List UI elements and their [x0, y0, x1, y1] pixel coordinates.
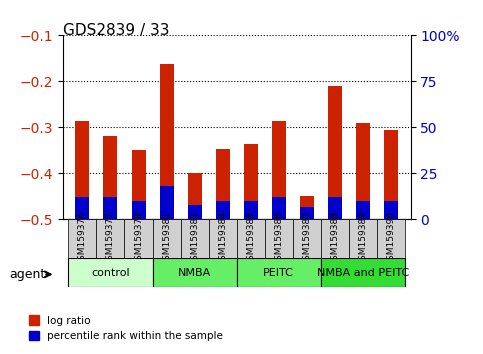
Legend: log ratio, percentile rank within the sample: log ratio, percentile rank within the sa… [25, 311, 227, 345]
Text: GSM159387: GSM159387 [302, 211, 311, 267]
Text: control: control [91, 268, 130, 278]
Text: agent: agent [10, 268, 46, 281]
Text: GSM159390: GSM159390 [386, 211, 396, 267]
Text: GSM159385: GSM159385 [246, 211, 255, 267]
FancyBboxPatch shape [153, 258, 237, 287]
FancyBboxPatch shape [237, 258, 321, 287]
Bar [384, 201, 398, 219]
Bar [300, 196, 314, 219]
Bar [131, 149, 145, 219]
Text: NMBA: NMBA [178, 268, 211, 278]
FancyBboxPatch shape [265, 219, 293, 258]
Text: GSM159378: GSM159378 [134, 211, 143, 267]
Bar [272, 198, 286, 219]
FancyBboxPatch shape [69, 258, 153, 287]
Text: GSM159377: GSM159377 [106, 211, 115, 267]
Bar [131, 201, 145, 219]
FancyBboxPatch shape [321, 258, 405, 287]
Bar [244, 201, 258, 219]
Bar [300, 207, 314, 219]
Bar [187, 205, 201, 219]
Text: GSM159381: GSM159381 [162, 211, 171, 267]
FancyBboxPatch shape [181, 219, 209, 258]
FancyBboxPatch shape [237, 219, 265, 258]
Bar [187, 173, 201, 219]
FancyBboxPatch shape [209, 219, 237, 258]
Text: GSM159383: GSM159383 [190, 211, 199, 267]
Bar [215, 201, 229, 219]
Bar [215, 149, 229, 219]
FancyBboxPatch shape [153, 219, 181, 258]
FancyBboxPatch shape [349, 219, 377, 258]
Bar [328, 86, 342, 219]
Bar [356, 201, 370, 219]
Text: GSM159388: GSM159388 [330, 211, 340, 267]
Text: GSM159384: GSM159384 [218, 211, 227, 267]
Bar [159, 186, 173, 219]
Text: NMBA and PEITC: NMBA and PEITC [317, 268, 409, 278]
Text: GSM159376: GSM159376 [78, 211, 87, 267]
Text: GDS2839 / 33: GDS2839 / 33 [63, 23, 169, 38]
Text: PEITC: PEITC [263, 268, 294, 278]
Bar [159, 64, 173, 219]
FancyBboxPatch shape [321, 219, 349, 258]
FancyBboxPatch shape [69, 219, 97, 258]
Text: GSM159389: GSM159389 [358, 211, 368, 267]
FancyBboxPatch shape [293, 219, 321, 258]
FancyBboxPatch shape [125, 219, 153, 258]
Bar [103, 198, 117, 219]
Bar [244, 144, 258, 219]
FancyBboxPatch shape [377, 219, 405, 258]
Bar [384, 130, 398, 219]
Bar [75, 198, 89, 219]
Bar [328, 198, 342, 219]
Bar [103, 136, 117, 219]
Bar [75, 120, 89, 219]
FancyBboxPatch shape [97, 219, 125, 258]
Text: GSM159386: GSM159386 [274, 211, 283, 267]
Bar [356, 123, 370, 219]
Bar [272, 120, 286, 219]
